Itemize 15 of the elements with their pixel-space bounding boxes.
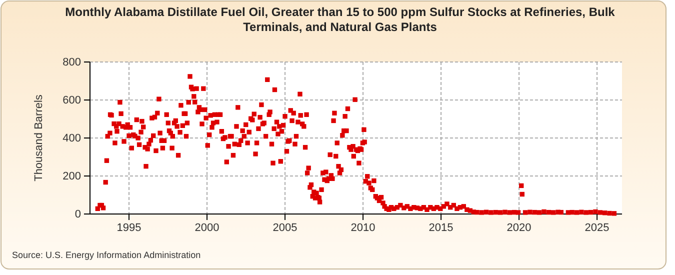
y-tick-label: 200 <box>62 170 81 183</box>
x-tick-label: 2005 <box>272 222 298 234</box>
y-tick-label: 600 <box>62 94 81 107</box>
x-tick-label: 2025 <box>584 222 610 234</box>
x-tick-label: 1995 <box>116 222 142 234</box>
chart-title: Monthly Alabama Distillate Fuel Oil, Greater than 15 to 500 ppm Sulfur Stocks at Refineries, Bulk Terminals, and Natural Gas Plants <box>65 5 616 34</box>
y-tick-label: 0 <box>74 208 81 221</box>
y-tick-label: 800 <box>62 56 81 69</box>
y-tick-label: 400 <box>62 132 81 145</box>
x-tick-label: 2020 <box>506 222 532 234</box>
source-note: Source: U.S. Energy Information Administration <box>12 250 201 260</box>
x-tick-label: 2000 <box>194 222 220 234</box>
y-axis-title: Thousand Barrels <box>33 94 45 182</box>
x-tick-label: 2015 <box>428 222 454 234</box>
x-tick-label: 2010 <box>350 222 376 234</box>
